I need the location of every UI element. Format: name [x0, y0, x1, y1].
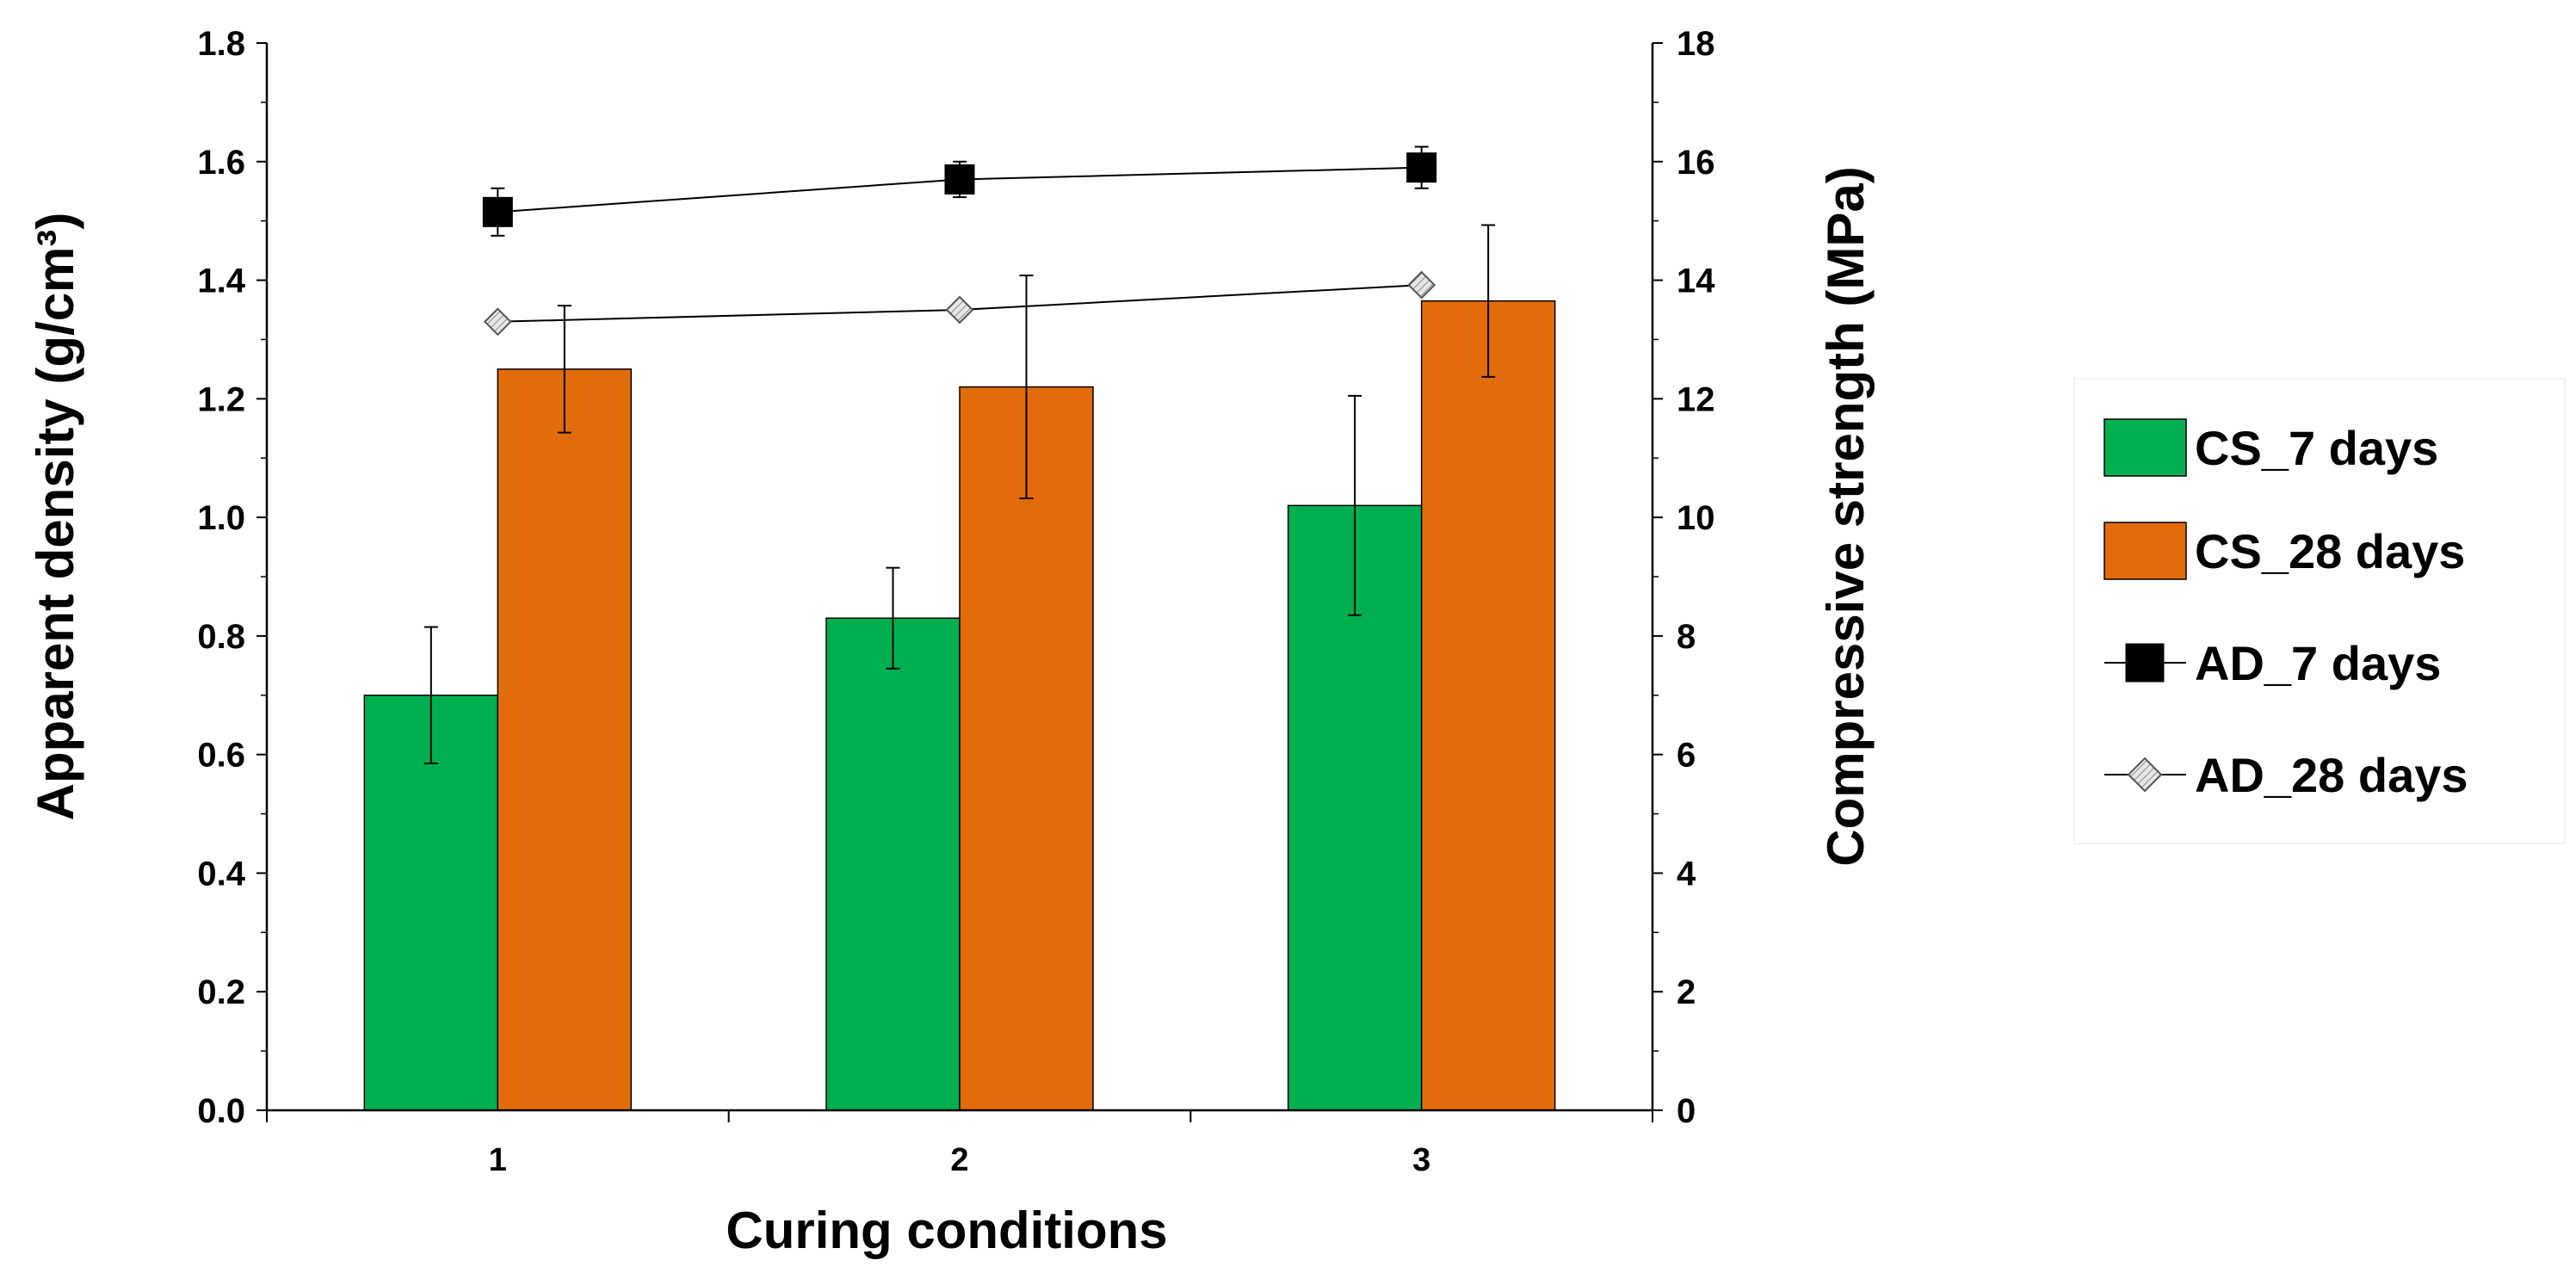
y2-tick-label: 10	[1677, 499, 1715, 537]
y-tick-label: 1.8	[197, 25, 245, 63]
y-tick-label: 0.8	[197, 618, 245, 656]
y-tick-label: 0.0	[197, 1092, 245, 1130]
y2-tick-label: 12	[1677, 380, 1715, 418]
legend-label: AD_28 days	[2195, 748, 2468, 802]
x-axis-title: Curing conditions	[726, 1202, 1167, 1259]
legend-swatch	[2103, 522, 2187, 580]
y-tick-label: 1.0	[197, 499, 245, 537]
y2-tick-label: 14	[1677, 263, 1715, 300]
data-point	[1406, 152, 1437, 183]
data-point	[483, 307, 512, 337]
axes: 0.0 00.2 20.4 40.6 60.8 81.0 101.2 121.4 141.6 16…	[197, 25, 1715, 1178]
legend-marker	[2127, 757, 2163, 793]
bar	[1420, 300, 1556, 1111]
plot-area	[363, 145, 1556, 1111]
y2-tick-label: 6	[1677, 737, 1696, 775]
y-axis-title: Apparent density (g/cm³)	[27, 213, 84, 821]
bar	[363, 695, 499, 1111]
x-tick-label: 2	[950, 1142, 968, 1178]
y2-tick-label: 4	[1677, 855, 1696, 893]
y-tick-label: 1.4	[197, 263, 245, 300]
y-tick-label: 1.6	[197, 144, 245, 182]
y2-axis-title: Compressive strength (MPa)	[1817, 166, 1875, 867]
y2-tick-label: 8	[1677, 618, 1696, 656]
legend-swatch	[2103, 418, 2187, 477]
data-point	[1407, 270, 1436, 300]
y-tick-label: 0.6	[197, 737, 245, 775]
data-point	[482, 196, 513, 227]
data-point	[945, 295, 974, 324]
legend: CS_7 days CS_28 days AD_7 days AD_28 days	[2073, 378, 2566, 844]
y-tick-label: 0.4	[197, 855, 245, 893]
x-tick-label: 1	[489, 1142, 507, 1178]
y-tick-label: 0.2	[197, 973, 245, 1011]
bar	[497, 368, 633, 1111]
legend-label: AD_7 days	[2195, 636, 2441, 690]
y-tick-label: 1.2	[197, 380, 245, 418]
bar	[825, 617, 961, 1111]
y2-tick-label: 2	[1677, 973, 1696, 1011]
legend-marker	[2125, 643, 2165, 683]
data-point	[944, 164, 975, 195]
legend-label: CS_7 days	[2195, 421, 2438, 475]
y2-tick-label: 18	[1677, 25, 1715, 63]
legend-label: CS_28 days	[2195, 524, 2465, 578]
x-tick-label: 3	[1412, 1142, 1430, 1178]
y2-tick-label: 16	[1677, 144, 1715, 182]
y2-tick-label: 0	[1677, 1092, 1696, 1130]
